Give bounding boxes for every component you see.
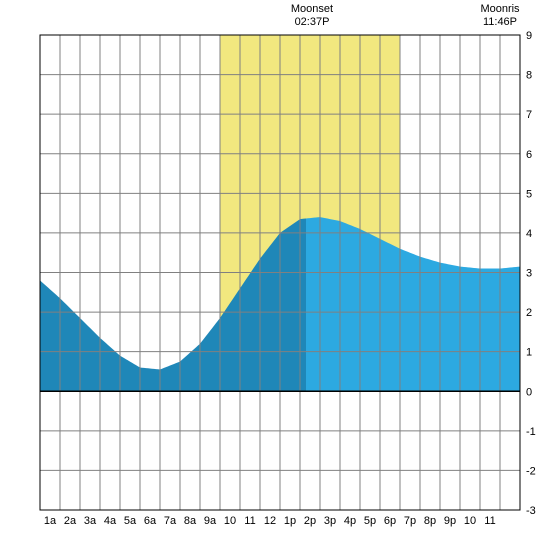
y-tick-label: 5 [526, 188, 532, 200]
x-tick-label: 6a [144, 515, 157, 527]
x-tick-label: 3a [84, 515, 97, 527]
x-tick-label: 9p [444, 515, 456, 527]
x-tick-label: 11 [244, 515, 255, 527]
x-tick-label: 2p [304, 515, 316, 527]
y-tick-label: 8 [526, 70, 532, 82]
x-tick-label: 4p [344, 515, 356, 527]
y-tick-label: 6 [526, 149, 532, 161]
x-tick-label: 8a [184, 515, 197, 527]
x-tick-label: 10 [464, 515, 476, 527]
x-tick-label: 2a [64, 515, 77, 527]
moon-event-time: 02:37P [295, 16, 330, 28]
chart-svg: -3-2-101234567891a2a3a4a5a6a7a8a9a101112… [0, 0, 550, 550]
x-tick-label: 8p [424, 515, 436, 527]
x-tick-label: 9a [204, 515, 217, 527]
moon-event-label: Moonset [291, 3, 333, 15]
moon-event-label: Moonris [480, 3, 520, 15]
x-tick-label: 6p [384, 515, 396, 527]
x-tick-label: 1a [44, 515, 57, 527]
x-tick-label: 5a [124, 515, 137, 527]
x-tick-label: 5p [364, 515, 376, 527]
x-tick-label: 12 [264, 515, 276, 527]
tide-area-light [306, 217, 520, 391]
x-tick-label: 1p [284, 515, 296, 527]
y-tick-label: 9 [526, 30, 532, 42]
x-tick-label: 7a [164, 515, 177, 527]
x-tick-label: 11 [484, 515, 495, 527]
y-tick-label: -3 [526, 505, 536, 517]
x-tick-label: 7p [404, 515, 416, 527]
moon-event-time: 11:46P [483, 16, 517, 28]
x-tick-label: 10 [224, 515, 236, 527]
y-tick-label: 7 [526, 109, 532, 121]
y-tick-label: 2 [526, 307, 532, 319]
y-tick-label: 3 [526, 268, 532, 280]
x-tick-label: 3p [324, 515, 336, 527]
x-tick-label: 4a [104, 515, 117, 527]
y-tick-label: -1 [526, 426, 536, 438]
y-tick-label: 0 [526, 386, 532, 398]
y-tick-label: 1 [526, 347, 532, 359]
y-tick-label: -2 [526, 465, 536, 477]
tide-chart: -3-2-101234567891a2a3a4a5a6a7a8a9a101112… [0, 0, 550, 550]
y-tick-label: 4 [526, 228, 532, 240]
